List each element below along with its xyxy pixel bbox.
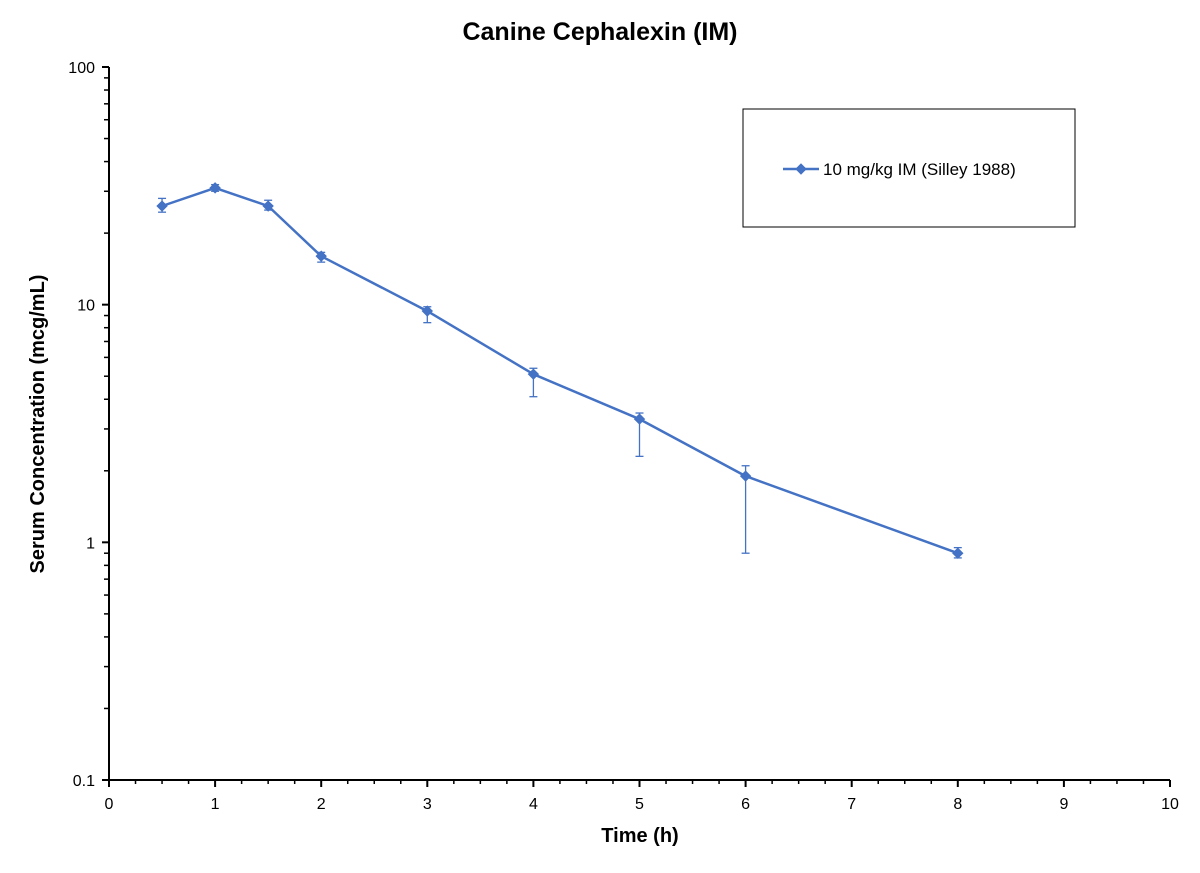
x-tick-label: 4 (529, 796, 538, 813)
y-axis-title: Serum Concentration (mcg/mL) (27, 275, 49, 574)
x-tick-label: 7 (847, 796, 856, 813)
x-tick-label: 10 (1161, 796, 1179, 813)
x-tick-label: 2 (317, 796, 326, 813)
x-tick-label: 9 (1059, 796, 1068, 813)
series-line (161, 186, 959, 555)
legend-marker (795, 163, 807, 175)
x-tick-label: 5 (635, 796, 644, 813)
data-point (156, 200, 168, 212)
legend-label: 10 mg/kg IM (Silley 1988) (823, 160, 1016, 179)
data-point (633, 413, 646, 425)
data-point (262, 200, 274, 212)
axes-group: 0 1 2 3 4 5 6 7 8 9 10 0.1 1 10 100 (68, 60, 1179, 813)
data-point (421, 305, 434, 317)
data-point (739, 470, 752, 482)
x-tick-label: 6 (741, 796, 750, 813)
x-tick-label: 1 (211, 796, 220, 813)
y-tick-label: 1 (86, 535, 95, 552)
legend: 10 mg/kg IM (Silley 1988) (742, 108, 1076, 228)
x-tick-label: 0 (105, 796, 114, 813)
x-axis-title: Time (h) (601, 825, 678, 847)
data-point (315, 250, 327, 262)
x-tick-label: 8 (953, 796, 962, 813)
data-point (952, 547, 964, 559)
plot-area (156, 182, 964, 559)
y-tick-label: 0.1 (73, 773, 95, 790)
chart-title: Canine Cephalexin (IM) (462, 18, 737, 46)
data-point (527, 368, 540, 380)
data-point (209, 182, 221, 194)
y-tick-label: 100 (68, 60, 95, 77)
y-tick-label: 10 (77, 298, 95, 315)
x-tick-label: 3 (423, 796, 432, 813)
